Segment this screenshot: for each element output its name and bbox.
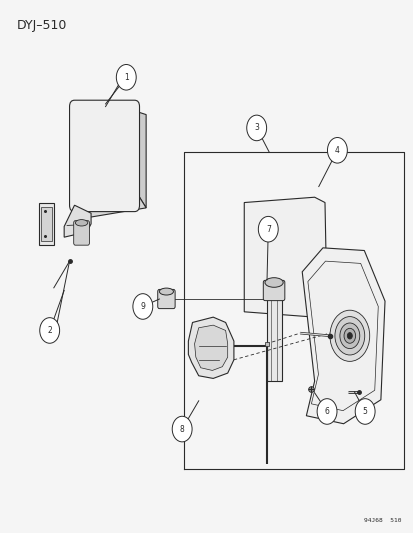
Circle shape bbox=[116, 64, 136, 90]
Polygon shape bbox=[188, 317, 233, 378]
Circle shape bbox=[343, 328, 355, 343]
FancyBboxPatch shape bbox=[263, 280, 284, 301]
Text: 2: 2 bbox=[47, 326, 52, 335]
Circle shape bbox=[339, 323, 359, 349]
FancyBboxPatch shape bbox=[69, 100, 139, 212]
FancyBboxPatch shape bbox=[41, 207, 52, 241]
Text: 94J68  510: 94J68 510 bbox=[363, 519, 401, 523]
Polygon shape bbox=[78, 189, 146, 219]
Polygon shape bbox=[301, 248, 384, 424]
Circle shape bbox=[172, 416, 192, 442]
Circle shape bbox=[40, 318, 59, 343]
Circle shape bbox=[133, 294, 152, 319]
Circle shape bbox=[329, 310, 369, 361]
Circle shape bbox=[354, 399, 374, 424]
Polygon shape bbox=[244, 197, 326, 317]
Circle shape bbox=[258, 216, 278, 242]
Ellipse shape bbox=[75, 220, 88, 226]
Polygon shape bbox=[134, 111, 146, 208]
Text: 7: 7 bbox=[265, 225, 270, 233]
FancyBboxPatch shape bbox=[266, 298, 281, 381]
Polygon shape bbox=[64, 205, 91, 237]
Text: 5: 5 bbox=[362, 407, 367, 416]
Polygon shape bbox=[39, 203, 54, 245]
FancyBboxPatch shape bbox=[74, 221, 89, 245]
Text: 9: 9 bbox=[140, 302, 145, 311]
Text: 8: 8 bbox=[179, 425, 184, 433]
Circle shape bbox=[246, 115, 266, 141]
Ellipse shape bbox=[264, 278, 282, 287]
Polygon shape bbox=[194, 325, 227, 370]
Text: DYJ–510: DYJ–510 bbox=[17, 19, 67, 31]
FancyBboxPatch shape bbox=[157, 289, 175, 309]
Ellipse shape bbox=[159, 288, 173, 295]
Text: 3: 3 bbox=[254, 124, 259, 132]
Text: 1: 1 bbox=[123, 73, 128, 82]
Circle shape bbox=[316, 399, 336, 424]
Circle shape bbox=[334, 317, 364, 355]
Circle shape bbox=[327, 138, 347, 163]
Circle shape bbox=[347, 333, 351, 339]
Text: 6: 6 bbox=[324, 407, 329, 416]
Text: 4: 4 bbox=[334, 146, 339, 155]
